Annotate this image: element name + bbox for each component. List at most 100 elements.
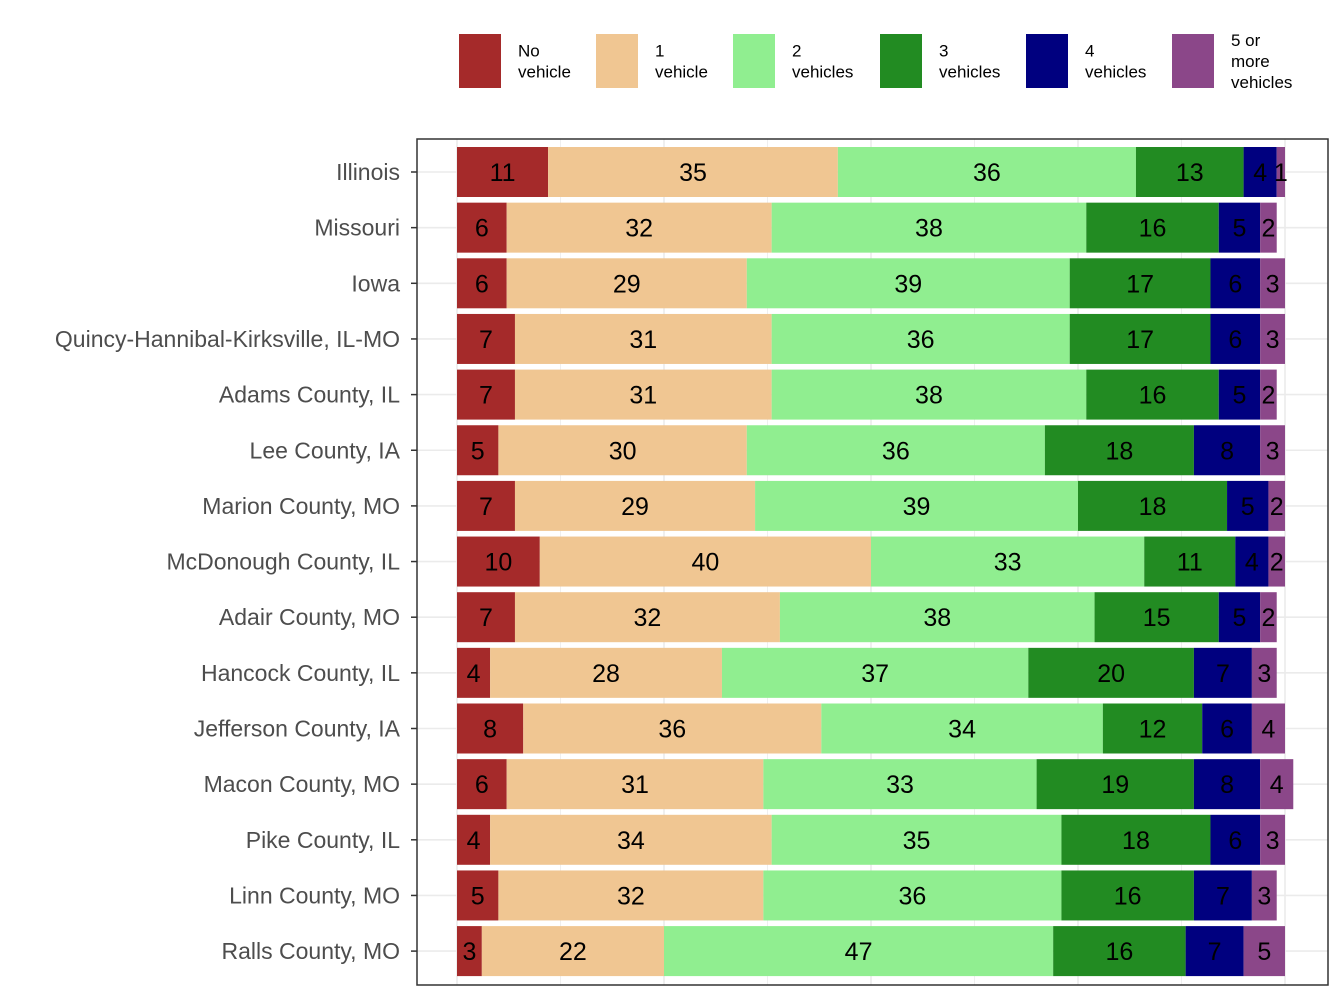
bar-value-label: 7 <box>479 326 493 354</box>
bar-value-label: 33 <box>994 549 1022 577</box>
bar-jefferson-county-ia-no-vehicle <box>457 703 524 754</box>
bar-lee-county-ia-no-vehicle <box>457 425 499 476</box>
bar-illinois-5-or-more-vehicles <box>1276 147 1285 197</box>
bar-value-label: 15 <box>1143 604 1171 632</box>
legend-label-5-or-more-vehicles: 5 or more vehicles <box>1231 31 1292 92</box>
bar-quincy-hannibal-kirksville-il-mo-4-vehicles <box>1210 313 1261 364</box>
legend-key-2-vehicles <box>733 34 775 88</box>
bar-hancock-county-il-no-vehicle <box>457 647 491 698</box>
bar-marion-county-mo-5-or-more-vehicles <box>1268 480 1285 531</box>
y-tick-label-marion-county-mo: Marion County, MO <box>202 493 400 519</box>
bar-lee-county-ia-5-or-more-vehicles <box>1260 425 1285 476</box>
bar-value-label: 8 <box>483 716 497 744</box>
bar-value-label: 38 <box>915 215 943 243</box>
bar-adams-county-il-2-vehicles <box>771 369 1087 420</box>
bar-value-label: 3 <box>1266 827 1280 855</box>
bars <box>457 147 1294 977</box>
bar-value-label: 39 <box>894 270 922 298</box>
bar-adams-county-il-no-vehicle <box>457 369 515 420</box>
bar-adams-county-il-5-or-more-vehicles <box>1260 369 1277 420</box>
bar-iowa-4-vehicles <box>1210 258 1261 309</box>
bar-value-label: 17 <box>1126 270 1154 298</box>
bar-value-label: 8 <box>1220 771 1234 799</box>
y-tick-label-iowa: Iowa <box>351 270 400 296</box>
bar-value-label: 6 <box>475 215 489 243</box>
bar-hancock-county-il-1-vehicle <box>490 647 722 698</box>
bar-value-label: 19 <box>1101 771 1129 799</box>
bar-value-label: 2 <box>1261 382 1275 410</box>
bar-mcdonough-county-il-1-vehicle <box>539 536 871 587</box>
bar-pike-county-il-3-vehicles <box>1061 814 1211 865</box>
bar-missouri-no-vehicle <box>457 202 507 253</box>
bar-value-label: 13 <box>1176 159 1204 187</box>
bar-value-label: 11 <box>490 159 516 187</box>
y-tick-label-adams-county-il: Adams County, IL <box>219 382 400 408</box>
bar-hancock-county-il-4-vehicles <box>1193 647 1252 698</box>
bar-missouri-2-vehicles <box>771 202 1087 253</box>
bar-value-label: 4 <box>1253 159 1267 187</box>
bar-value-label: 7 <box>1208 938 1222 966</box>
bar-adair-county-mo-4-vehicles <box>1218 592 1261 643</box>
bar-macon-county-mo-3-vehicles <box>1036 759 1194 810</box>
bar-value-label: 31 <box>629 326 657 354</box>
legend-label-4-vehicles: 4 vehicles <box>1085 42 1146 82</box>
bar-value-label: 39 <box>903 493 931 521</box>
bar-hancock-county-il-3-vehicles <box>1028 647 1194 698</box>
bar-linn-county-mo-1-vehicle <box>498 870 764 921</box>
bar-macon-county-mo-2-vehicles <box>763 759 1037 810</box>
y-tick-label-hancock-county-il: Hancock County, IL <box>201 660 400 686</box>
bar-iowa-2-vehicles <box>746 258 1070 309</box>
bar-value-label: 30 <box>609 437 637 465</box>
bar-value-label: 2 <box>1261 604 1275 632</box>
bar-ralls-county-mo-no-vehicle <box>457 926 482 977</box>
bar-lee-county-ia-3-vehicles <box>1044 425 1194 476</box>
bar-value-label: 29 <box>621 493 649 521</box>
bar-jefferson-county-ia-1-vehicle <box>523 703 822 754</box>
bar-value-label: 3 <box>1266 270 1280 298</box>
bar-ralls-county-mo-3-vehicles <box>1053 926 1186 977</box>
bar-adair-county-mo-3-vehicles <box>1094 592 1219 643</box>
bar-ralls-county-mo-4-vehicles <box>1185 926 1244 977</box>
legend-item-3-vehicles: 3 vehicles <box>880 34 1000 88</box>
bar-value-label: 6 <box>1220 716 1234 744</box>
bar-mcdonough-county-il-no-vehicle <box>457 536 540 587</box>
bar-value-label: 7 <box>479 493 493 521</box>
bar-ralls-county-mo-5-or-more-vehicles <box>1243 926 1285 977</box>
legend-key-4-vehicles <box>1026 34 1068 88</box>
bar-value-label: 2 <box>1270 549 1284 577</box>
legend-item-no-vehicle: No vehicle <box>459 34 571 88</box>
bar-macon-county-mo-1-vehicle <box>506 759 764 810</box>
bar-value-label: 5 <box>1233 604 1247 632</box>
bar-macon-county-mo-4-vehicles <box>1193 759 1261 810</box>
legend-label-3-vehicles: 3 vehicles <box>939 42 1000 82</box>
bar-value-label: 31 <box>621 771 649 799</box>
bar-lee-county-ia-4-vehicles <box>1193 425 1261 476</box>
y-tick-label-pike-county-il: Pike County, IL <box>246 827 400 853</box>
bar-missouri-3-vehicles <box>1086 202 1219 253</box>
y-tick-label-adair-county-mo: Adair County, MO <box>219 604 400 630</box>
bar-value-label: 18 <box>1105 437 1133 465</box>
bar-value-label: 16 <box>1139 382 1167 410</box>
bar-value-label: 34 <box>617 827 645 855</box>
bar-value-label: 10 <box>484 549 512 577</box>
bar-value-label: 3 <box>1266 437 1280 465</box>
bar-value-label: 16 <box>1139 215 1167 243</box>
bar-value-label: 3 <box>1257 660 1271 688</box>
bar-value-label: 36 <box>898 882 926 910</box>
bar-jefferson-county-ia-3-vehicles <box>1102 703 1203 754</box>
bar-value-label: 6 <box>1228 827 1242 855</box>
bar-value-label: 35 <box>903 827 931 855</box>
bar-jefferson-county-ia-4-vehicles <box>1202 703 1252 754</box>
bar-value-label: 3 <box>1266 326 1280 354</box>
bar-iowa-1-vehicle <box>506 258 747 309</box>
bar-quincy-hannibal-kirksville-il-mo-5-or-more-vehicles <box>1260 313 1285 364</box>
bar-quincy-hannibal-kirksville-il-mo-no-vehicle <box>457 313 515 364</box>
bar-iowa-3-vehicles <box>1069 258 1211 309</box>
bar-value-label: 32 <box>634 604 662 632</box>
bar-linn-county-mo-4-vehicles <box>1193 870 1252 921</box>
bar-value-label: 2 <box>1270 493 1284 521</box>
legend-key-no-vehicle <box>459 34 501 88</box>
bar-missouri-4-vehicles <box>1218 202 1261 253</box>
bar-mcdonough-county-il-3-vehicles <box>1144 536 1236 587</box>
bar-pike-county-il-no-vehicle <box>457 814 491 865</box>
